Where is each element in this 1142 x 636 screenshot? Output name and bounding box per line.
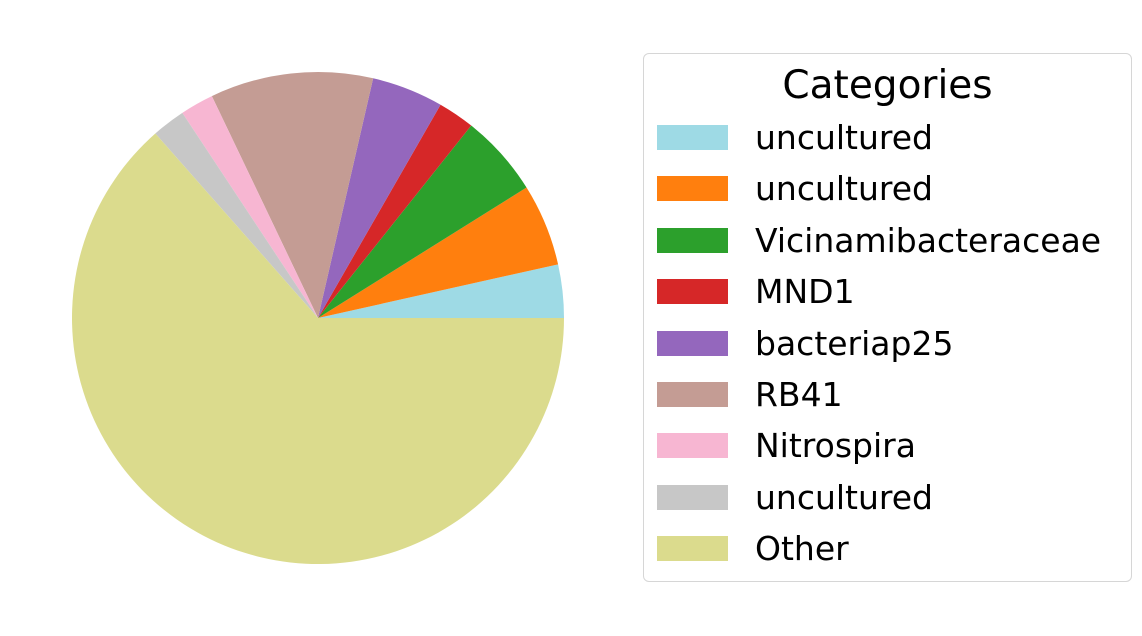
pie-slice-4 [318,78,441,319]
legend-swatch-5 [657,382,728,407]
legend-label-5: RB41 [755,375,843,414]
legend-label-8: Other [755,529,849,569]
legend-swatch-4 [657,330,728,356]
pie-slice-2 [318,125,527,318]
legend-item-6: Nitrospira [644,424,1131,465]
legend-label-7: uncultured [755,477,934,517]
legend-title: Categories [782,63,993,108]
legend-label-2: Vicinamibacteraceae [755,220,1102,260]
legend-label-0: uncultured [755,118,934,157]
legend-item-8: Other [644,527,1131,568]
legend-item-3: MND1 [644,270,1131,311]
pie-slice-6 [182,96,318,318]
pie-slice-0 [318,264,564,318]
legend-item-5: RB41 [644,373,1131,414]
legend-label-3: MND1 [755,272,855,312]
legend: Categories uncultured uncultured Vicinamib… [643,53,1132,582]
legend-swatch-0 [657,125,728,150]
legend-swatch-3 [657,279,728,305]
legend-swatch-2 [657,227,728,253]
pie-slice-1 [318,187,559,318]
pie-plot-area [72,72,564,564]
legend-label-6: Nitrospira [755,426,916,466]
legend-item-2: Vicinamibacteraceae [644,219,1131,260]
legend-swatch-6 [657,433,728,459]
legend-item-1: uncultured [644,167,1131,208]
pie-slice-7 [155,112,318,318]
pie-slice-5 [211,72,374,318]
pie-slice-3 [318,104,472,318]
legend-item-4: bacteriap25 [644,322,1131,363]
legend-swatch-8 [657,536,728,562]
legend-swatch-1 [657,176,728,202]
legend-swatch-7 [657,484,728,510]
legend-item-0: uncultured [644,116,1131,157]
legend-label-1: uncultured [755,169,934,209]
legend-item-7: uncultured [644,476,1131,517]
pie-slice-8 [72,133,564,564]
legend-label-4: bacteriap25 [755,323,954,363]
